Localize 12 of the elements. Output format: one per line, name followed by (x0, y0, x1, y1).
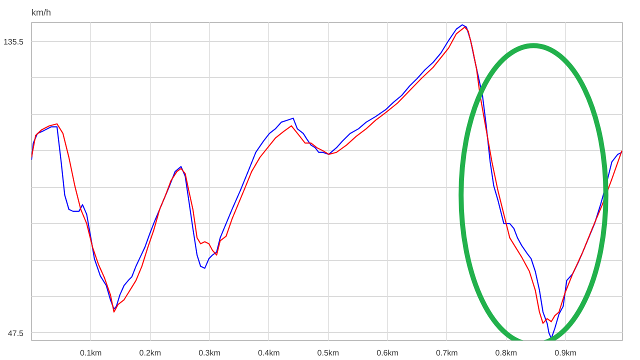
y-tick-label: 135.5 (3, 37, 24, 46)
y-tick-label: 47.5 (8, 328, 24, 338)
x-tick-label: 0.7km (436, 348, 458, 358)
x-tick-label: 0.9km (554, 348, 577, 358)
x-tick-label: 0.6km (376, 348, 399, 358)
x-tick-label: 0.8km (495, 348, 518, 358)
x-tick-label: 0.3km (198, 348, 221, 358)
x-tick-label: 0.2km (139, 348, 162, 358)
x-tick-label: 0.1km (80, 348, 102, 358)
x-tick-label: 0.5km (317, 348, 340, 358)
x-tick-label: 0.4km (258, 348, 280, 358)
y-axis-title: km/h (32, 8, 52, 18)
